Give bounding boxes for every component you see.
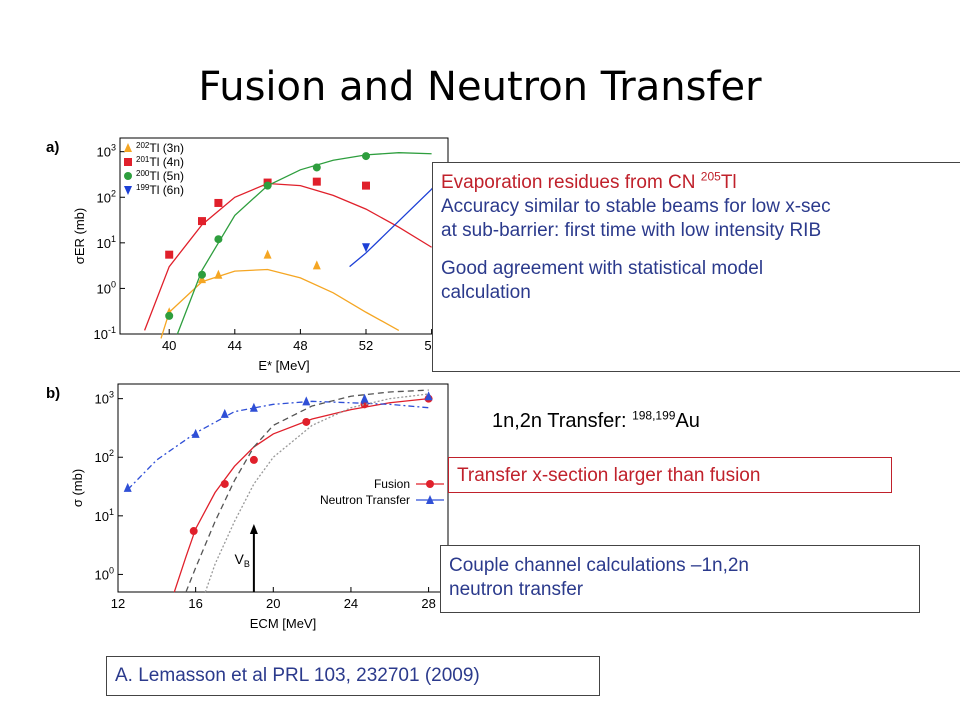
y-tick-label: 100	[95, 565, 114, 582]
data-point	[360, 393, 369, 403]
legend-marker	[426, 495, 434, 504]
series-curve	[143, 182, 432, 331]
legend-marker	[124, 158, 132, 166]
data-point	[362, 181, 370, 190]
box3-line2: neutron transfer	[449, 579, 584, 600]
y-tick-label: 103	[95, 390, 114, 407]
x-tick-label: 28	[421, 596, 435, 611]
series-curve	[127, 400, 429, 491]
data-point	[214, 198, 223, 207]
data-point	[220, 408, 229, 418]
box3-line1: Couple channel calculations –1n,2n	[449, 555, 749, 576]
data-point	[198, 270, 206, 279]
x-axis-label: E* [MeV]	[258, 358, 309, 373]
legend-label: 202Tl (3n)	[136, 141, 184, 155]
data-point	[263, 181, 272, 190]
data-point	[249, 402, 258, 412]
data-point	[263, 249, 272, 259]
legend-marker	[124, 186, 132, 195]
citation-box: A. Lemasson et al PRL 103, 232701 (2009)	[106, 656, 600, 696]
y-tick-label: 102	[95, 448, 114, 465]
transfer-label: 1n,2n Transfer: 198,199Au	[492, 408, 700, 432]
transfer-larger-box: Transfer x-section larger than fusion	[448, 457, 892, 493]
vb-label: VB	[235, 551, 250, 569]
data-point	[165, 250, 174, 259]
data-point	[362, 243, 370, 253]
x-tick-label: 20	[266, 596, 280, 611]
y-tick-label: 100	[97, 279, 116, 296]
x-axis-label: ECM [MeV]	[250, 616, 316, 631]
legend-marker	[426, 480, 434, 488]
y-tick-label: 101	[97, 234, 116, 251]
panel-label: a)	[46, 139, 59, 156]
x-tick-label: 16	[188, 596, 202, 611]
y-axis-label: σER (mb)	[72, 208, 87, 264]
y-tick-label: 102	[97, 188, 116, 205]
data-point	[362, 152, 370, 161]
series-curve	[160, 268, 400, 339]
coupled-channel-box: Couple channel calculations –1n,2n neutr…	[440, 545, 920, 613]
data-point	[424, 391, 433, 401]
legend-label: 199Tl (6n)	[136, 183, 184, 197]
box1-line5: calculation	[441, 282, 531, 303]
box1-line2: Accuracy similar to stable beams for low…	[441, 196, 831, 217]
y-axis-label: σ (mb)	[70, 469, 85, 507]
vb-arrow-head	[249, 524, 258, 534]
data-point	[302, 417, 311, 426]
data-point	[312, 260, 321, 270]
series-curve	[204, 393, 429, 593]
x-tick-label: 52	[359, 338, 373, 353]
legend-marker	[124, 143, 132, 152]
y-tick-label: 101	[95, 507, 114, 524]
legend-label: Neutron Transfer	[320, 493, 410, 507]
y-tick-label: 10-1	[94, 325, 116, 342]
chart-b: b) 12 16 20 24 28 100 101 102 103 ECM [MeV] σ (mb) F…	[46, 383, 449, 631]
legend-label: Fusion	[374, 477, 410, 491]
data-point	[312, 163, 321, 172]
data-point	[123, 482, 132, 492]
box1-line1: Evaporation residues from CN 205Tl	[441, 169, 737, 193]
legend-label: 200Tl (5n)	[136, 169, 184, 183]
box1-line4: Good agreement with statistical model	[441, 258, 764, 279]
legend-marker	[124, 172, 132, 180]
slide-title: Fusion and Neutron Transfer	[198, 64, 762, 110]
data-point	[189, 527, 198, 536]
data-point	[165, 311, 174, 320]
x-tick-label: 24	[344, 596, 358, 611]
y-tick-label: 103	[97, 143, 116, 160]
data-point	[312, 177, 321, 186]
data-point	[249, 455, 258, 464]
evaporation-residues-box: Evaporation residues from CN 205Tl Accur…	[432, 162, 960, 372]
data-point	[214, 269, 223, 279]
x-tick-label: 12	[111, 596, 125, 611]
panel-label: b)	[46, 385, 60, 402]
series-curve	[176, 152, 432, 335]
data-point	[220, 479, 229, 488]
data-point	[191, 428, 200, 438]
x-tick-label: 48	[293, 338, 307, 353]
data-point	[214, 235, 223, 244]
legend-label: 201Tl (4n)	[136, 155, 184, 169]
x-tick-label: 44	[228, 338, 242, 353]
series-curve	[185, 389, 429, 593]
box1-line3: at sub-barrier: first time with low inte…	[441, 220, 822, 241]
x-tick-label: 40	[162, 338, 176, 353]
data-point	[302, 396, 311, 406]
data-point	[198, 217, 206, 226]
